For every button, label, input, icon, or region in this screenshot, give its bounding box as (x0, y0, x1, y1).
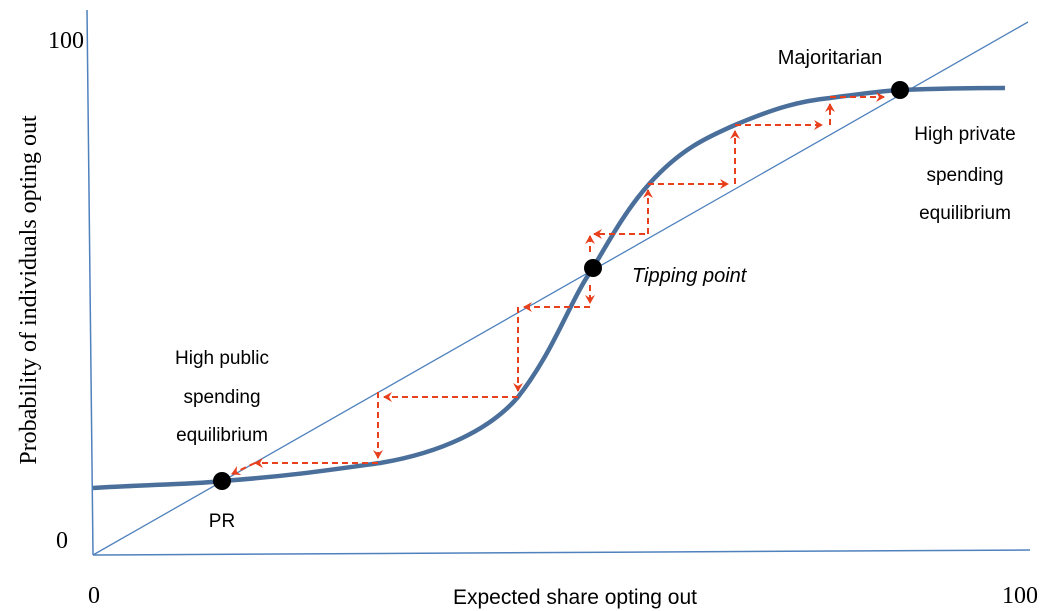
label: High private (914, 124, 1015, 145)
tipping-point (584, 259, 602, 277)
y-axis (86, 9, 94, 556)
pr-point (213, 472, 231, 490)
x-axis (92, 549, 1031, 556)
label: equilibrium (176, 425, 268, 446)
majoritarian-point (891, 81, 909, 99)
label: spending (926, 165, 1003, 186)
label: Majoritarian (778, 47, 882, 69)
y-axis-label: Probability of individuals opting out (16, 115, 42, 465)
y-max: 100 (48, 28, 84, 54)
label: equilibrium (919, 203, 1011, 224)
x-min: 0 (88, 583, 100, 609)
label: spending (183, 387, 260, 408)
y-min: 0 (56, 528, 68, 554)
label: Tipping point (632, 265, 748, 287)
x-axis-label: Expected share opting out (453, 586, 697, 609)
label: PR (209, 511, 235, 532)
label: High public (175, 348, 269, 369)
diagonal (92, 21, 1029, 556)
cobweb-arrows (231, 92, 885, 476)
x-max: 100 (1002, 583, 1038, 609)
